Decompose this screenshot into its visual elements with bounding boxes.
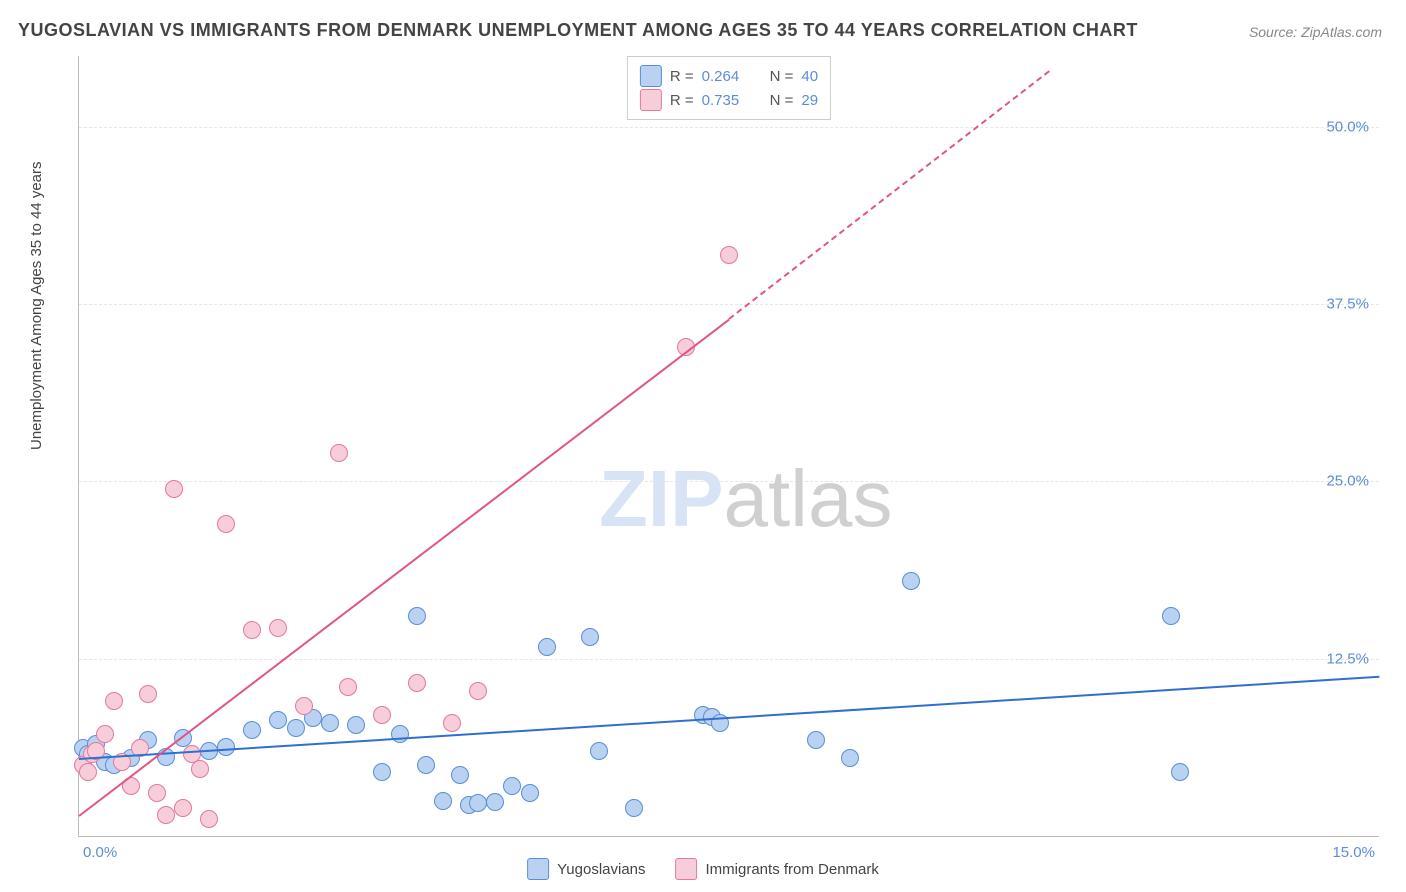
stat-n-value: 40 (801, 68, 818, 85)
stat-n-value: 29 (801, 92, 818, 109)
data-point (451, 766, 469, 784)
data-point (96, 725, 114, 743)
data-point (165, 480, 183, 498)
data-point (243, 621, 261, 639)
data-point (486, 793, 504, 811)
plot-area: 12.5%25.0%37.5%50.0%0.0%15.0%ZIPatlasR =… (78, 56, 1379, 837)
data-point (200, 810, 218, 828)
stat-r-label: R = (670, 68, 694, 85)
stat-r-label: R = (670, 92, 694, 109)
gridline (79, 127, 1379, 128)
stat-n-label: N = (770, 68, 794, 85)
data-point (269, 619, 287, 637)
data-point (79, 763, 97, 781)
data-point (148, 784, 166, 802)
data-point (373, 763, 391, 781)
data-point (295, 697, 313, 715)
data-point (408, 607, 426, 625)
stats-row: R = 0.735 N = 29 (640, 89, 818, 111)
source-label: Source: ZipAtlas.com (1249, 24, 1382, 40)
legend-label: Immigrants from Denmark (706, 861, 879, 878)
legend-swatch (640, 65, 662, 87)
data-point (469, 794, 487, 812)
gridline (79, 659, 1379, 660)
data-point (1171, 763, 1189, 781)
y-tick-label: 12.5% (1326, 650, 1369, 667)
y-axis-label: Unemployment Among Ages 35 to 44 years (28, 161, 45, 450)
data-point (469, 682, 487, 700)
data-point (243, 721, 261, 739)
data-point (417, 756, 435, 774)
data-point (287, 719, 305, 737)
data-point (330, 444, 348, 462)
data-point (538, 638, 556, 656)
gridline (79, 304, 1379, 305)
legend: Yugoslavians Immigrants from Denmark (527, 858, 879, 880)
data-point (408, 674, 426, 692)
y-tick-label: 50.0% (1326, 118, 1369, 135)
data-point (590, 742, 608, 760)
data-point (217, 738, 235, 756)
watermark: ZIPatlas (599, 453, 892, 545)
data-point (443, 714, 461, 732)
chart-container: YUGOSLAVIAN VS IMMIGRANTS FROM DENMARK U… (0, 0, 1406, 892)
data-point (434, 792, 452, 810)
data-point (581, 628, 599, 646)
data-point (191, 760, 209, 778)
x-tick-label: 15.0% (1332, 844, 1375, 861)
stats-row: R = 0.264 N = 40 (640, 65, 818, 87)
legend-swatch (640, 89, 662, 111)
x-tick-label: 0.0% (83, 844, 117, 861)
y-tick-label: 37.5% (1326, 296, 1369, 313)
data-point (174, 799, 192, 817)
data-point (503, 777, 521, 795)
legend-swatch (527, 858, 549, 880)
legend-label: Yugoslavians (557, 861, 645, 878)
legend-item: Yugoslavians (527, 858, 645, 880)
data-point (217, 515, 235, 533)
data-point (1162, 607, 1180, 625)
data-point (269, 711, 287, 729)
data-point (339, 678, 357, 696)
data-point (841, 749, 859, 767)
data-point (347, 716, 365, 734)
stat-r-value: 0.264 (702, 68, 752, 85)
data-point (105, 692, 123, 710)
data-point (720, 246, 738, 264)
data-point (625, 799, 643, 817)
data-point (521, 784, 539, 802)
data-point (373, 706, 391, 724)
stat-n-label: N = (770, 92, 794, 109)
y-tick-label: 25.0% (1326, 473, 1369, 490)
chart-title: YUGOSLAVIAN VS IMMIGRANTS FROM DENMARK U… (18, 20, 1138, 41)
stats-box: R = 0.264 N = 40 R = 0.735 N = 29 (627, 56, 831, 120)
trend-line (78, 319, 729, 817)
stat-r-value: 0.735 (702, 92, 752, 109)
data-point (139, 685, 157, 703)
data-point (321, 714, 339, 732)
legend-item: Immigrants from Denmark (676, 858, 879, 880)
legend-swatch (676, 858, 698, 880)
data-point (902, 572, 920, 590)
data-point (391, 725, 409, 743)
data-point (157, 806, 175, 824)
data-point (807, 731, 825, 749)
gridline (79, 481, 1379, 482)
